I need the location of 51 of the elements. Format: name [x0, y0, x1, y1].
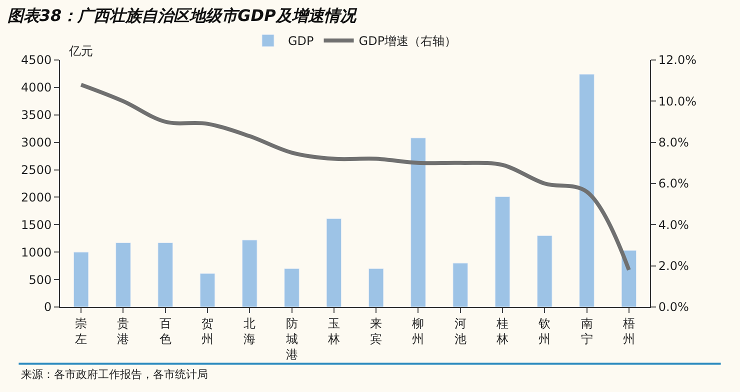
bar — [537, 235, 552, 307]
y-tick-label: 3500 — [21, 108, 52, 122]
y-tick-label: 500 — [28, 272, 52, 287]
line-series — [79, 82, 631, 272]
x-tick-label: 崇左 — [75, 316, 88, 346]
y-tick-label: 2500 — [21, 162, 52, 177]
bar — [200, 273, 216, 307]
y-tick-label: 4000 — [21, 80, 52, 95]
y-tick-label: 1500 — [21, 218, 52, 232]
chart-title: 图表38：广西壮族自治区地级市GDP及增速情况 — [7, 6, 358, 25]
bar — [452, 262, 468, 307]
x-tick-label: 贺州 — [202, 316, 214, 346]
x-tick-label: 梧州 — [622, 316, 635, 346]
y2-tick-label: 10.0% — [658, 94, 697, 108]
bar — [242, 240, 258, 307]
y2-tick-label: 6.0% — [658, 176, 689, 191]
legend-label: GDP — [288, 34, 314, 48]
y2-tick-label: 0.0% — [658, 300, 689, 314]
bar — [494, 196, 510, 307]
x-tick-label: 河池 — [454, 316, 466, 346]
x-tick-label: 北海 — [244, 316, 256, 346]
y-tick-label: 3000 — [21, 136, 52, 150]
y-axis-title: 亿元 — [68, 44, 93, 58]
x-tick-label: 来宾 — [370, 316, 382, 346]
x-tick-label: 柳州 — [412, 316, 424, 346]
x-tick-label: 玉林 — [326, 316, 340, 346]
bar — [621, 250, 637, 307]
bar — [116, 242, 131, 307]
bar — [326, 218, 342, 307]
x-tick-label: 桂林 — [496, 316, 508, 346]
y2-tick-label: 12.0% — [658, 53, 697, 68]
y-tick-label: 0 — [44, 300, 52, 314]
x-tick-label: 南宁 — [580, 316, 593, 346]
bar — [73, 252, 89, 307]
legend-label: GDP增速（右轴） — [358, 34, 457, 48]
bar — [579, 74, 594, 307]
x-tick-label: 钦州 — [538, 316, 551, 346]
bar — [284, 268, 300, 307]
y2-tick-label: 2.0% — [658, 259, 689, 274]
bar — [158, 242, 173, 307]
x-tick-label: 贵港 — [117, 316, 130, 346]
y-tick-label: 2000 — [21, 190, 52, 204]
x-tick-label: 百色 — [159, 316, 172, 346]
y2-tick-label: 4.0% — [658, 218, 689, 232]
bar — [410, 138, 426, 307]
source-note: 来源：各市政府工作报告，各市统计局 — [21, 368, 208, 381]
y-tick-label: 1000 — [21, 245, 52, 260]
bar — [368, 268, 384, 307]
y2-tick-label: 8.0% — [658, 136, 689, 150]
x-tick-label: 防城港 — [284, 316, 298, 362]
y-tick-label: 4500 — [21, 53, 52, 68]
